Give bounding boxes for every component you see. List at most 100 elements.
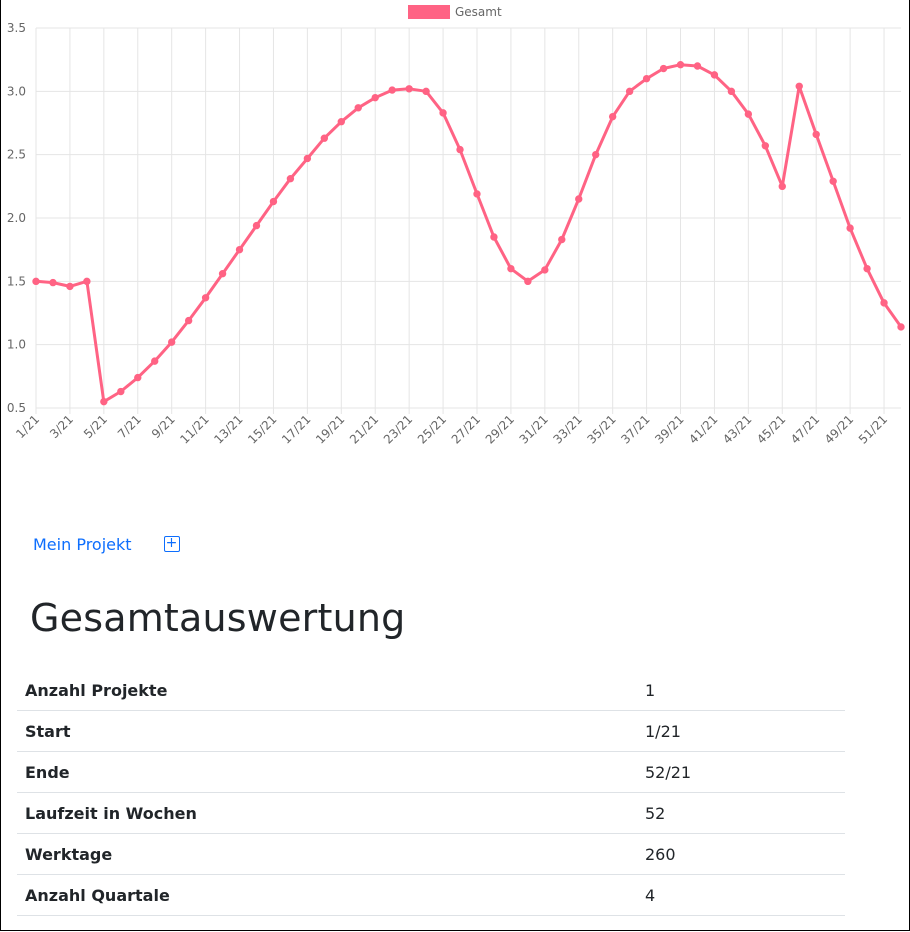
data-point[interactable] [829, 177, 837, 185]
data-point[interactable] [100, 397, 108, 406]
series-line [34, 63, 903, 404]
data-point[interactable] [761, 142, 770, 150]
chart-grid [35, 27, 901, 414]
x-tick-label: 13/21 [211, 412, 245, 446]
table-row: Anzahl Projekte 1 [17, 670, 845, 711]
row-label: Anzahl Projekte [17, 670, 637, 711]
data-point[interactable] [524, 277, 532, 286]
x-tick-label: 33/21 [551, 412, 585, 446]
project-row: Mein Projekt + [33, 532, 180, 556]
x-tick-label: 47/21 [788, 412, 822, 446]
x-tick-label: 51/21 [856, 412, 890, 446]
x-tick-label: 7/21 [115, 412, 144, 441]
y-axis: 0.5 1.0 1.5 2.0 2.5 3.0 3.5 [7, 21, 26, 415]
x-tick-label: 5/21 [81, 412, 110, 441]
data-point[interactable] [541, 266, 549, 274]
data-point[interactable] [625, 87, 634, 96]
x-tick-label: 19/21 [313, 412, 347, 446]
x-tick-label: 17/21 [279, 412, 313, 446]
table-row: Laufzeit in Wochen 52 [17, 792, 845, 834]
row-value: 52/21 [637, 751, 845, 793]
data-point[interactable] [117, 387, 125, 396]
row-label: Start [17, 710, 637, 752]
x-tick-label: 11/21 [177, 412, 211, 446]
data-point[interactable] [592, 150, 600, 159]
x-tick-label: 27/21 [449, 412, 483, 446]
x-tick-label: 1/21 [13, 412, 42, 441]
x-tick-label: 45/21 [754, 412, 788, 446]
chart-legend[interactable]: Gesamt [408, 5, 502, 19]
data-point[interactable] [490, 233, 498, 241]
data-point[interactable] [32, 277, 40, 286]
data-point[interactable] [405, 85, 413, 93]
legend-swatch [408, 5, 450, 19]
data-point[interactable] [642, 74, 651, 83]
y-tick-label: 0.5 [7, 401, 26, 415]
row-value: 52 [637, 792, 845, 834]
data-point[interactable] [337, 118, 345, 126]
data-point[interactable] [795, 82, 803, 90]
data-point[interactable] [371, 93, 379, 102]
data-point[interactable] [439, 109, 447, 117]
y-tick-label: 2.5 [7, 148, 26, 162]
data-point[interactable] [66, 282, 74, 291]
data-point[interactable] [218, 270, 227, 278]
data-point[interactable] [608, 112, 617, 121]
x-tick-label: 9/21 [149, 412, 178, 441]
expand-plus-icon[interactable]: + [163, 536, 180, 552]
data-point[interactable] [286, 175, 295, 183]
data-point[interactable] [269, 197, 278, 206]
data-point[interactable] [863, 264, 871, 273]
x-tick-label: 21/21 [347, 412, 381, 446]
data-point[interactable] [575, 195, 583, 203]
data-point[interactable] [676, 61, 685, 69]
data-point[interactable] [456, 145, 464, 154]
x-tick-label: 39/21 [652, 412, 686, 446]
x-tick-label: 49/21 [822, 412, 856, 446]
row-label: Laufzeit in Wochen [17, 792, 637, 834]
data-point[interactable] [201, 294, 210, 302]
data-point[interactable] [422, 87, 430, 96]
data-point[interactable] [846, 224, 854, 232]
row-value: 260 [637, 833, 845, 875]
project-link[interactable]: Mein Projekt [33, 534, 132, 554]
series-gesamt [32, 61, 905, 406]
row-label: Anzahl Quartale [17, 874, 637, 916]
x-tick-label: 3/21 [47, 412, 76, 441]
data-point[interactable] [659, 64, 668, 73]
data-point[interactable] [710, 71, 719, 79]
data-point[interactable] [252, 221, 261, 230]
data-point[interactable] [134, 373, 142, 382]
data-point[interactable] [151, 357, 159, 365]
data-point[interactable] [897, 323, 905, 331]
data-point[interactable] [167, 338, 176, 346]
data-point[interactable] [880, 299, 888, 307]
data-point[interactable] [235, 245, 244, 254]
x-tick-label: 25/21 [415, 412, 449, 446]
data-point[interactable] [558, 235, 566, 244]
data-point[interactable] [320, 134, 329, 142]
data-point[interactable] [83, 277, 91, 286]
summary-table: Anzahl Projekte 1 Start 1/21 Ende 52/21 … [17, 670, 845, 916]
weekly-line-chart: 0.5 1.0 1.5 2.0 2.5 3.0 3.5 1/21 3/21 5/21 7/21 9/… [7, 5, 905, 447]
data-point[interactable] [744, 110, 753, 118]
x-tick-label: 35/21 [584, 412, 618, 446]
data-point[interactable] [184, 316, 193, 325]
data-point[interactable] [354, 104, 362, 112]
data-point[interactable] [812, 130, 820, 139]
data-point[interactable] [473, 190, 481, 198]
x-tick-label: 15/21 [245, 412, 279, 446]
row-value: 4 [637, 874, 845, 916]
data-point[interactable] [693, 62, 702, 70]
data-point[interactable] [727, 87, 736, 96]
data-point[interactable] [303, 154, 312, 163]
row-label: Ende [17, 751, 637, 793]
data-point[interactable] [507, 264, 515, 273]
data-point[interactable] [388, 86, 396, 94]
x-tick-label: 31/21 [517, 412, 551, 446]
y-tick-label: 3.0 [7, 84, 26, 98]
data-point[interactable] [778, 182, 786, 191]
y-tick-label: 1.0 [7, 338, 26, 352]
x-tick-label: 37/21 [618, 412, 652, 446]
data-point[interactable] [49, 278, 57, 287]
